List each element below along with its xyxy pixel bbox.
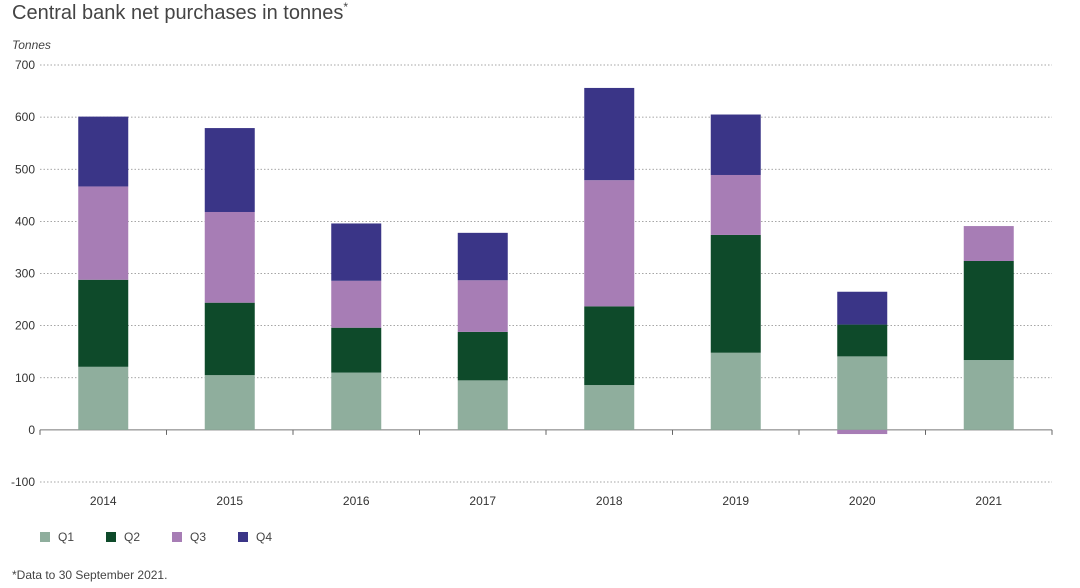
y-tick-label: 700 <box>15 58 35 72</box>
x-tick-label: 2020 <box>849 494 876 508</box>
legend-item-q1: Q1 <box>40 530 106 544</box>
x-tick-label: 2018 <box>596 494 623 508</box>
bar-q4-2015 <box>204 128 255 212</box>
bar-q3-2020 <box>837 429 888 435</box>
bar-q2-2015 <box>204 302 255 376</box>
legend-swatch <box>238 532 248 542</box>
bar-q2-2021 <box>963 260 1014 361</box>
bar-q3-2015 <box>204 211 255 303</box>
bar-q3-2017 <box>457 280 508 332</box>
x-tick-label: 2019 <box>722 494 749 508</box>
y-tick-label: 600 <box>15 110 35 124</box>
legend-swatch <box>172 532 182 542</box>
chart-title: Central bank net purchases in tonnes* <box>12 0 348 24</box>
bar-q1-2016 <box>331 372 382 430</box>
bar-q4-2020 <box>837 291 888 325</box>
bar-q1-2017 <box>457 380 508 430</box>
y-tick-label: 300 <box>15 267 35 281</box>
x-tick-label: 2021 <box>975 494 1002 508</box>
bar-q1-2019 <box>710 352 761 430</box>
x-tick-label: 2014 <box>90 494 117 508</box>
bar-q2-2018 <box>584 306 635 386</box>
bar-q2-2014 <box>78 279 129 367</box>
x-tick-label: 2015 <box>216 494 243 508</box>
legend-item-q3: Q3 <box>172 530 238 544</box>
bar-q1-2018 <box>584 385 635 430</box>
legend-label: Q4 <box>256 530 273 544</box>
bar-q3-2019 <box>710 174 761 235</box>
y-axis-unit-label: Tonnes <box>12 38 51 52</box>
bar-q3-2021 <box>963 226 1014 261</box>
y-tick-label: 400 <box>15 214 35 228</box>
bar-q4-2019 <box>710 114 761 175</box>
bar-q2-2019 <box>710 234 761 353</box>
legend-label: Q3 <box>190 530 207 544</box>
y-tick-label: 100 <box>15 371 35 385</box>
y-tick-label: 200 <box>15 319 35 333</box>
bar-q1-2014 <box>78 366 129 430</box>
bar-q4-2017 <box>457 232 508 281</box>
footnote: *Data to 30 September 2021. <box>12 568 168 582</box>
bar-q1-2015 <box>204 375 255 430</box>
bar-q1-2021 <box>963 360 1014 430</box>
legend-item-q4: Q4 <box>238 530 304 544</box>
bar-q3-2018 <box>584 180 635 307</box>
chart-legend: Q1 Q2 Q3 Q4 <box>40 530 304 544</box>
legend-label: Q2 <box>124 530 141 544</box>
bar-q4-2018 <box>584 87 635 181</box>
bar-q2-2017 <box>457 331 508 381</box>
x-tick-label: 2017 <box>469 494 496 508</box>
bar-q2-2020 <box>837 324 888 357</box>
title-asterisk: * <box>343 0 348 14</box>
bar-q3-2014 <box>78 186 129 280</box>
legend-swatch <box>40 532 50 542</box>
y-tick-label: -100 <box>11 475 35 489</box>
legend-label: Q1 <box>58 530 75 544</box>
y-tick-label: 0 <box>28 423 35 437</box>
bar-q1-2020 <box>837 356 888 430</box>
bar-q4-2014 <box>78 116 129 187</box>
legend-swatch <box>106 532 116 542</box>
bar-q3-2016 <box>331 280 382 328</box>
y-tick-label: 500 <box>15 162 35 176</box>
x-tick-label: 2016 <box>343 494 370 508</box>
bar-q4-2016 <box>331 223 382 281</box>
legend-item-q2: Q2 <box>106 530 172 544</box>
bar-q2-2016 <box>331 327 382 373</box>
